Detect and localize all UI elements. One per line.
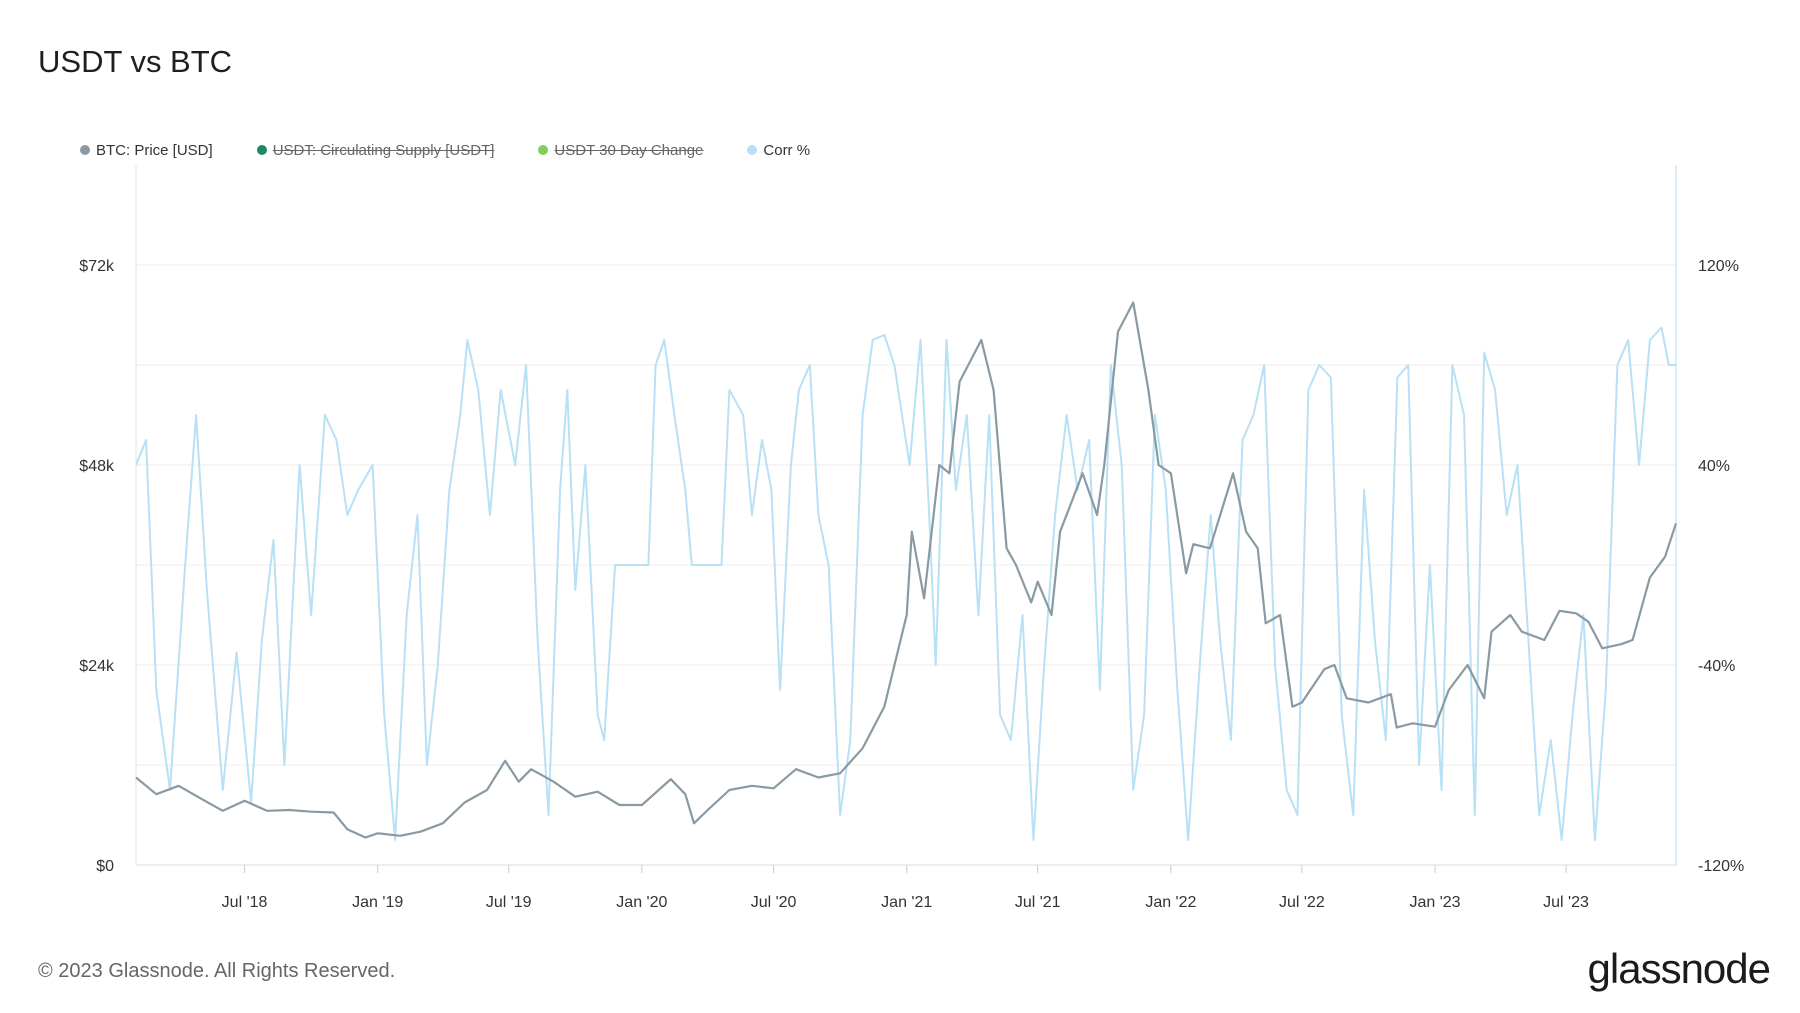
legend-label-usdt-supply: USDT: Circulating Supply [USDT] — [272, 141, 495, 159]
y-right-tick-label: 40% — [1698, 458, 1730, 475]
x-tick-label: Jul '22 — [1279, 894, 1325, 911]
y-right-tick-label: 120% — [1698, 258, 1739, 275]
copyright-text: © 2023 Glassnode. All Rights Reserved. — [38, 960, 396, 982]
y-right-tick-label: -40% — [1698, 658, 1735, 675]
x-tick-label: Jan '19 — [352, 894, 403, 911]
x-tick-label: Jan '21 — [881, 894, 932, 911]
corr-line — [135, 326, 1676, 841]
legend-dot-usdt-supply — [256, 145, 267, 155]
legend-dot-corr — [747, 145, 758, 155]
legend-dot-usdt-30d-change — [538, 145, 549, 155]
y-left-tick-label: $72k — [79, 258, 115, 275]
legend-item-usdt-30d-change[interactable]: USDT 30 Day Change — [538, 142, 703, 159]
x-tick-label: Jan '20 — [616, 894, 667, 911]
x-tick-label: Jul '23 — [1543, 894, 1589, 911]
legend-label-usdt-30d-change: USDT 30 Day Change — [554, 141, 704, 159]
y-left-tick-label: $24k — [79, 658, 115, 675]
x-tick-label: Jul '18 — [222, 894, 268, 911]
legend-item-usdt-supply[interactable]: USDT: Circulating Supply [USDT] — [256, 141, 495, 159]
glassnode-logo[interactable]: glassnode — [1587, 945, 1771, 992]
legend-label-corr: Corr % — [763, 141, 811, 159]
chart-title: USDT vs BTC — [38, 44, 233, 79]
legend-item-btc-price[interactable]: BTC: Price [USD] — [80, 142, 213, 159]
y-right-tick-label: -120% — [1698, 858, 1744, 875]
legend-item-corr[interactable]: Corr % — [747, 142, 810, 159]
legend-label-btc-price: BTC: Price [USD] — [96, 141, 213, 159]
x-tick-label: Jan '22 — [1145, 894, 1196, 911]
x-tick-label: Jan '23 — [1409, 894, 1460, 911]
legend-dot-btc-price — [80, 145, 90, 155]
btc-price-line — [135, 301, 1678, 839]
x-tick-label: Jul '21 — [1015, 894, 1061, 911]
chart-plot[interactable]: $0 $24k $48k $72k -120% -40% 40% 120% Jul '18 Jan… — [0, 0, 1800, 940]
y-left-tick-label: $48k — [79, 458, 115, 475]
x-tick-label: Jul '19 — [486, 894, 532, 911]
x-tick-label: Jul '20 — [751, 894, 797, 911]
y-left-tick-label: $0 — [96, 858, 114, 875]
chart-legend: BTC: Price [USD] USDT: Circulating Suppl… — [80, 140, 854, 160]
